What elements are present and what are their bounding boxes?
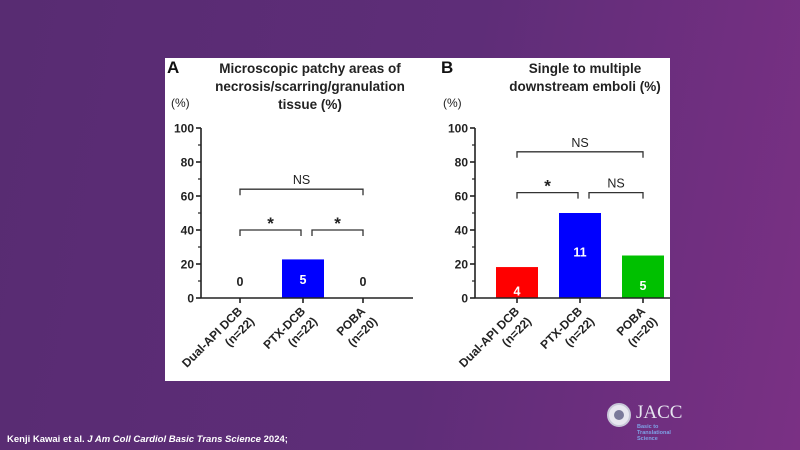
figure-panel: A Microscopic patchy areas of necrosis/sca… [165, 58, 670, 381]
y-tick-label: 0 [461, 292, 468, 306]
chart-title-line: tissue (%) [278, 97, 342, 112]
seal-icon [607, 403, 631, 427]
citation-year: 2024; [263, 434, 288, 445]
significance-label: NS [293, 173, 310, 187]
bar-count-label: 0 [360, 275, 367, 289]
chart-title-line: downstream emboli (%) [509, 79, 661, 94]
logo-subtitle-line: Basic to [637, 424, 659, 430]
y-tick-label: 100 [174, 122, 194, 136]
bar-count-label: 4 [514, 285, 521, 299]
significance-label: * [267, 214, 274, 233]
panel-label: B [441, 58, 453, 77]
y-tick-label: 40 [181, 224, 195, 238]
chart-title-line: Microscopic patchy areas of [219, 61, 401, 76]
panel-label: A [167, 58, 179, 77]
y-tick-label: 20 [181, 258, 195, 272]
y-tick-label: 20 [455, 258, 469, 272]
bar-3 [622, 255, 664, 298]
y-tick-label: 80 [455, 156, 469, 170]
bar-count-label: 5 [300, 273, 307, 287]
significance-bracket [311, 229, 364, 236]
y-tick-label: 0 [187, 292, 194, 306]
chart-title-line: necrosis/scarring/granulation [215, 79, 405, 94]
significance-label: NS [607, 177, 624, 191]
chart-title-line: Single to multiple [529, 61, 642, 76]
logo-subtitle: Basic to Translational Science [637, 424, 697, 442]
significance-label: * [544, 177, 551, 196]
significance-label: NS [571, 136, 588, 150]
significance-bracket [516, 151, 644, 158]
citation-journal: J Am Coll Cardiol Basic Trans Science [87, 434, 261, 445]
bar-2 [559, 213, 601, 298]
y-tick-label: 40 [455, 224, 469, 238]
bar-count-label: 5 [640, 279, 647, 293]
citation: Kenji Kawai et al. J Am Coll Cardiol Bas… [7, 434, 288, 445]
logo-subtitle-line: Translational [637, 430, 671, 436]
logo-subtitle-line: Science [637, 436, 658, 442]
significance-bracket [516, 191, 579, 199]
y-tick-label: 60 [181, 190, 195, 204]
significance-bracket [588, 191, 644, 199]
figure-svg: A Microscopic patchy areas of necrosis/sca… [167, 58, 670, 370]
y-axis-label: (%) [443, 96, 462, 110]
bar-count-label: 11 [573, 246, 586, 260]
y-axis-label: (%) [171, 96, 190, 110]
y-tick-label: 100 [448, 122, 468, 136]
logo-name: JACC [636, 402, 683, 423]
bar-2 [282, 259, 324, 298]
y-tick-label: 60 [455, 190, 469, 204]
bar-1 [496, 267, 538, 298]
jacc-logo: JACC Basic to Translational Science [604, 400, 704, 448]
y-tick-label: 80 [181, 156, 195, 170]
significance-bracket [239, 229, 302, 236]
citation-authors: Kenji Kawai et al. [7, 434, 85, 445]
significance-label: * [334, 214, 341, 233]
bar-count-label: 0 [237, 275, 244, 289]
significance-bracket [239, 188, 364, 196]
